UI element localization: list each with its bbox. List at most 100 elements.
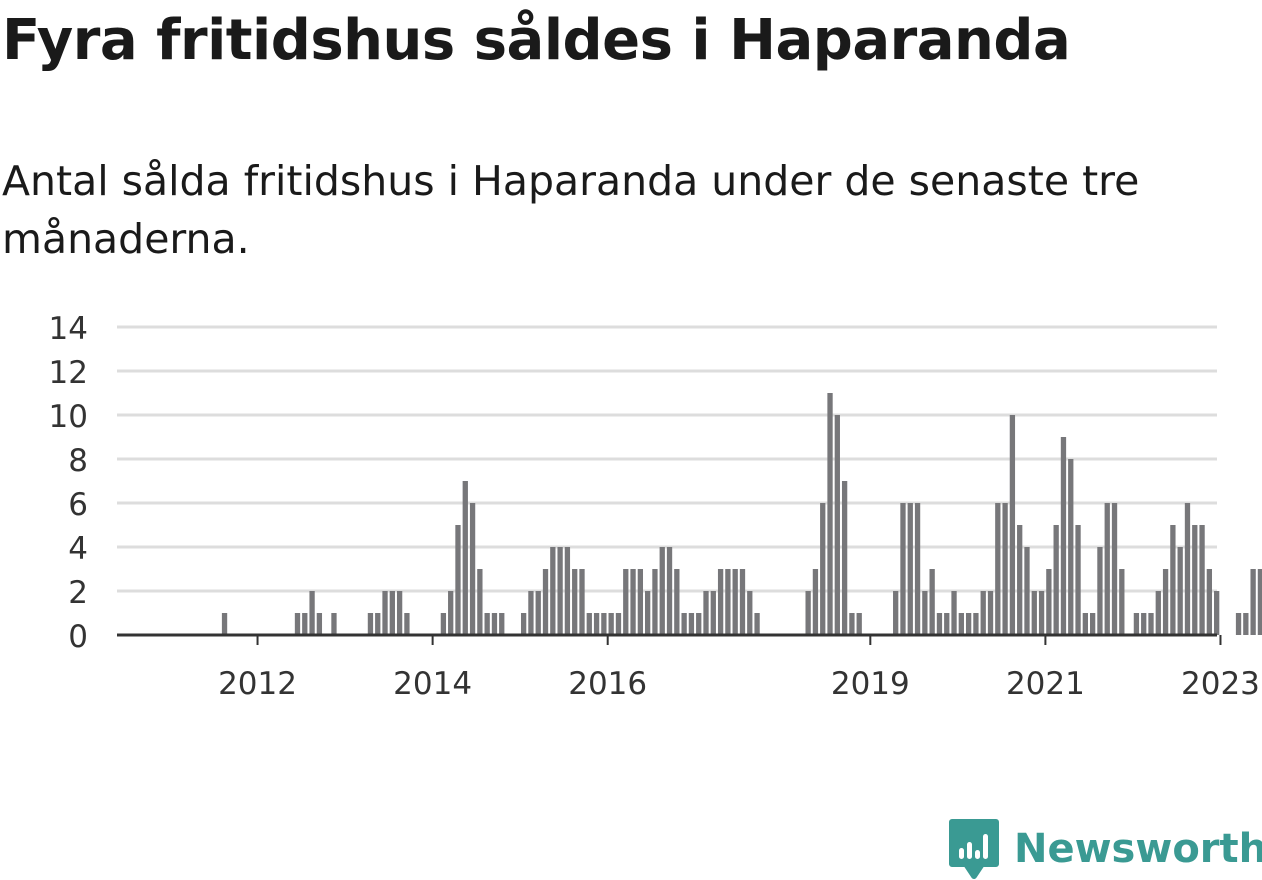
- bar: [579, 569, 585, 635]
- bar: [725, 569, 731, 635]
- bar: [630, 569, 636, 635]
- bar: [995, 503, 1001, 635]
- x-tick-label: 2023: [1181, 666, 1260, 702]
- bar: [637, 569, 644, 635]
- x-tick-label: 2019: [831, 666, 910, 702]
- y-axis-labels: 0 2 4 6 8 10 12 14: [49, 311, 88, 655]
- bar: [404, 613, 410, 635]
- bar: [856, 613, 862, 635]
- y-tick-label: 10: [49, 399, 88, 435]
- bar: [681, 613, 687, 635]
- bar: [973, 613, 979, 635]
- bar: [1060, 437, 1067, 635]
- bar: [1133, 613, 1140, 635]
- bar: [1250, 569, 1256, 635]
- bar: [1097, 547, 1103, 635]
- y-tick-label: 0: [68, 619, 88, 655]
- y-tick-label: 12: [49, 355, 88, 391]
- bar: [1046, 569, 1052, 635]
- bar: [987, 591, 994, 635]
- bar: [1243, 613, 1249, 635]
- bar: [557, 547, 563, 635]
- bar: [1031, 591, 1037, 635]
- bar: [1148, 613, 1154, 635]
- bar: [893, 591, 899, 635]
- bar: [827, 393, 833, 635]
- bars: [221, 393, 1262, 635]
- bar: [696, 613, 702, 635]
- bar: [593, 613, 600, 635]
- bar: [462, 481, 468, 635]
- bar: [805, 591, 811, 635]
- chart-subtitle: Antal sålda fritidshus i Haparanda under…: [2, 157, 1140, 263]
- bar: [1177, 547, 1183, 635]
- bar: [1235, 613, 1242, 635]
- bar: [812, 569, 819, 635]
- chart-title: Fyra fritidshus såldes i Haparanda: [2, 8, 1071, 73]
- bar: [309, 591, 315, 635]
- bar: [659, 547, 665, 635]
- x-tick-label: 2012: [218, 666, 297, 702]
- bar: [1068, 459, 1074, 635]
- bar: [951, 591, 957, 635]
- bar: [1192, 525, 1198, 635]
- bar: [900, 503, 906, 635]
- bar: [820, 503, 826, 635]
- bar: [958, 613, 964, 635]
- y-tick-label: 14: [49, 311, 88, 347]
- bar: [367, 613, 374, 635]
- brand-name: Newsworthy: [1014, 826, 1262, 872]
- bar: [1089, 613, 1096, 635]
- bar: [469, 503, 476, 635]
- bar: [1009, 415, 1016, 635]
- bar: [550, 547, 556, 635]
- bar: [564, 547, 571, 635]
- bar: [316, 613, 323, 635]
- bar: [652, 569, 658, 635]
- bar: [331, 613, 337, 635]
- bar: [645, 591, 651, 635]
- bar: [1053, 525, 1059, 635]
- bar: [739, 569, 746, 635]
- bar: [1170, 525, 1176, 635]
- bar: [535, 591, 541, 635]
- bar: [586, 613, 592, 635]
- bar: [980, 591, 986, 635]
- bar: [1155, 591, 1161, 635]
- x-tick-label: 2021: [1006, 666, 1085, 702]
- bar: [965, 613, 972, 635]
- bar: [1002, 503, 1008, 635]
- bar: [375, 613, 381, 635]
- bar: [929, 569, 935, 635]
- newsworthy-logo-icon: [949, 819, 999, 879]
- bar: [1082, 613, 1088, 635]
- bar: [528, 591, 534, 635]
- bar: [754, 613, 760, 635]
- bar: [1119, 569, 1125, 635]
- bar: [841, 481, 848, 635]
- y-tick-label: 6: [68, 487, 88, 523]
- bar: [666, 547, 673, 635]
- bar: [1199, 525, 1205, 635]
- bar: [484, 613, 490, 635]
- bar: [601, 613, 607, 635]
- bar: [302, 613, 308, 635]
- bar: [382, 591, 388, 635]
- bar: [608, 613, 614, 635]
- bar: [440, 613, 447, 635]
- bar: [703, 591, 709, 635]
- bar: [914, 503, 921, 635]
- y-tick-label: 8: [68, 443, 88, 479]
- x-axis: 2012201420162019202120232025: [117, 633, 1260, 702]
- bar: [834, 415, 840, 635]
- bar: [1184, 503, 1191, 635]
- brand: Newsworthy: [948, 818, 1262, 880]
- bar: [922, 591, 928, 635]
- y-tick-label: 2: [68, 575, 88, 611]
- x-tick-label: 2016: [568, 666, 647, 702]
- y-tick-label: 4: [68, 531, 88, 567]
- bar: [1214, 591, 1220, 635]
- bar: [520, 613, 527, 635]
- bar: [688, 613, 695, 635]
- bar: [542, 569, 549, 635]
